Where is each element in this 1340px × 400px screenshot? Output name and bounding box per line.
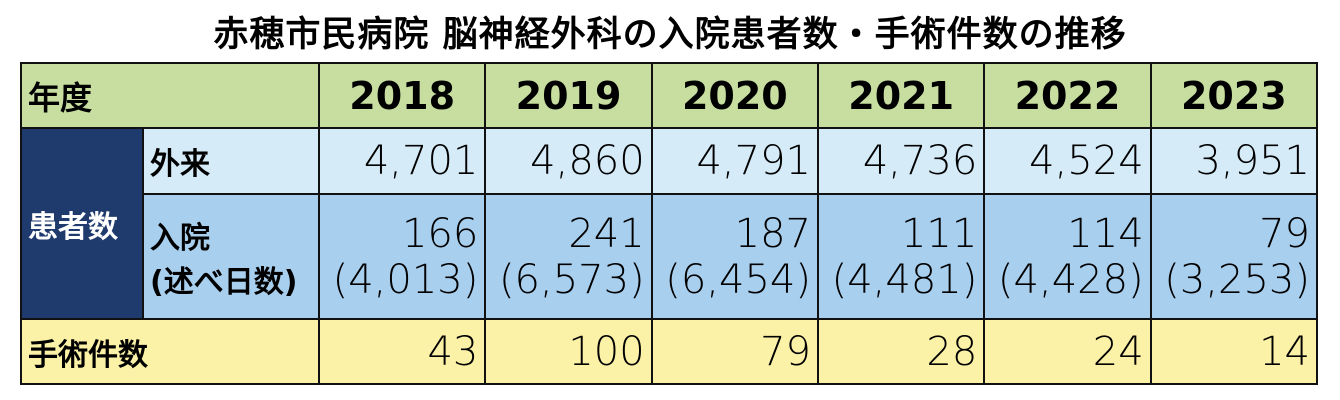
value-cell: 79 [650, 318, 820, 385]
value: 28 [926, 328, 978, 375]
row-label-text: 手術件数 [28, 337, 148, 373]
value: 166 [401, 210, 479, 257]
data-row: 患者数 外来 4,701 4,860 4,791 4,736 4,524 3,951 [20, 127, 1319, 320]
value-cell: 4,860 [484, 127, 653, 195]
year-header: 2019 [484, 62, 653, 129]
days-value: (6,454) [665, 256, 811, 303]
value: 79 [1259, 210, 1310, 257]
year-header: 2022 [983, 62, 1152, 129]
header-row: 年度 2018 2019 2020 2021 2022 2023 [19, 62, 1319, 129]
value-cell: 4,524 [983, 127, 1152, 195]
value: 4,860 [530, 138, 645, 184]
value-cell: 14 [1149, 318, 1319, 385]
value: 4,524 [1029, 138, 1144, 184]
value: 14 [1259, 328, 1310, 375]
row-label: 手術件数 [19, 318, 321, 385]
year-header: 2023 [1149, 62, 1319, 129]
year-header: 2018 [318, 62, 487, 129]
group-label: 患者数 [20, 127, 144, 320]
value-cell: 114 (4,428) [983, 193, 1152, 320]
value-cell: 4,736 [816, 127, 986, 195]
value-cell: 100 [484, 318, 653, 385]
value-cell: 43 [318, 318, 487, 385]
days-value: (4,428) [997, 256, 1144, 303]
row-label: 入院 (述べ日数) [141, 193, 321, 320]
value: 3,951 [1195, 138, 1310, 184]
days-value: (4,481) [831, 256, 978, 303]
data-row: 入院 (述べ日数) 166 (4,013) 241 (6,573) 187 (6,454) 11… [21, 193, 1319, 320]
table-body: 年度 2018 2019 2020 2021 2022 2023 患者数 外来 4,701 4,86… [19, 62, 1319, 385]
value: 43 [427, 328, 479, 375]
table: 年度 2018 2019 2020 2021 2022 2023 患者数 外来 4,701 4,86… [19, 62, 1319, 385]
value-cell: 4,701 [318, 127, 487, 195]
row-sublabel: (述べ日数) [150, 264, 298, 300]
value-cell: 28 [816, 318, 986, 385]
value: 79 [760, 328, 811, 375]
value-cell: 187 (6,454) [650, 193, 820, 320]
days-value: (3,253) [1164, 256, 1310, 303]
value-cell: 24 [983, 318, 1152, 385]
value: 100 [568, 328, 645, 375]
value: 187 [734, 210, 811, 257]
value: 4,791 [696, 138, 811, 184]
value-cell: 3,951 [1149, 127, 1319, 195]
header-label: 年度 [19, 62, 321, 129]
row-label-text: 入院 [150, 220, 210, 256]
days-value: (6,573) [498, 256, 645, 303]
value: 4,736 [862, 138, 978, 184]
value: 114 [1067, 210, 1144, 257]
row-label-text: 外来 [150, 147, 210, 182]
value: 241 [568, 210, 645, 257]
year-header: 2021 [816, 62, 986, 129]
row-label: 外来 [141, 127, 321, 195]
value: 4,701 [363, 138, 479, 184]
value-cell: 79 (3,253) [1149, 193, 1319, 320]
value-cell: 111 (4,481) [816, 193, 986, 320]
value-cell: 4,791 [650, 127, 820, 195]
days-value: (4,013) [332, 256, 479, 303]
value-cell: 166 (4,013) [318, 193, 487, 320]
value: 111 [900, 210, 978, 257]
value-cell: 241 (6,573) [484, 193, 653, 320]
value: 24 [1092, 328, 1144, 375]
title: 赤穂市民病院 脳神経外科の入院患者数・手術件数の推移 [213, 15, 1127, 55]
data-row: 手術件数 43 100 79 28 24 14 [19, 318, 1319, 385]
year-header: 2020 [650, 62, 820, 129]
